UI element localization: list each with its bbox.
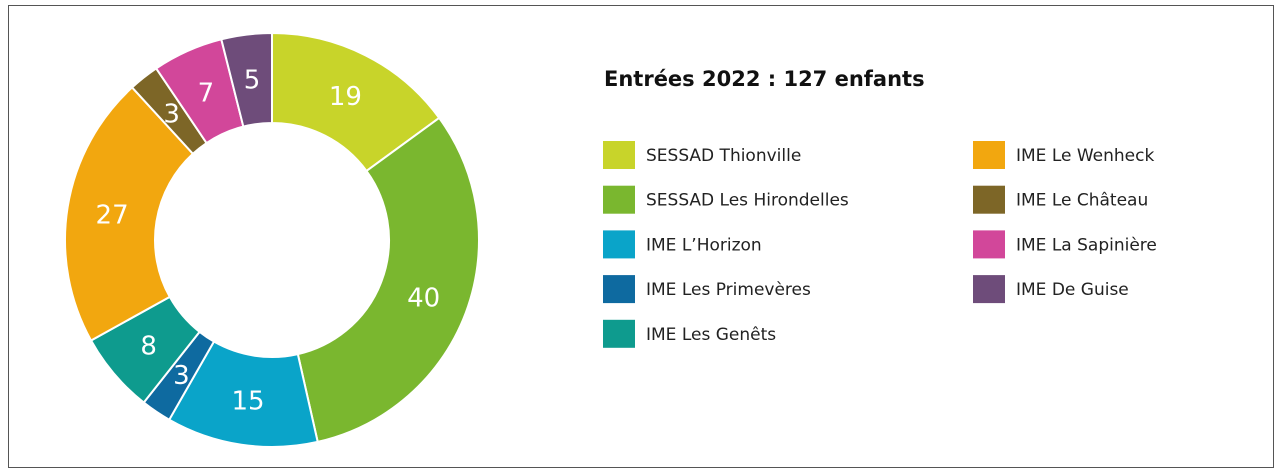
legend-swatch [973,275,1005,304]
legend-swatch [603,185,635,214]
value-label: 19 [329,82,362,112]
legend-label: SESSAD Thionville [646,146,801,166]
value-label: 3 [173,361,190,391]
value-label: 27 [96,201,129,231]
value-label: 5 [244,66,261,96]
legend-label: IME De Guise [1016,280,1129,300]
legend-label: IME Le Wenheck [1016,146,1154,166]
value-label: 8 [140,331,157,361]
donut-segment [64,86,195,342]
legend-swatch [603,141,635,169]
legend-swatch [603,230,635,259]
legend-label: IME L’Horizon [646,235,762,255]
value-label: 15 [231,387,264,417]
legend-swatch [973,230,1005,259]
value-label: 40 [407,283,440,313]
legend-label: IME La Sapinière [1016,235,1157,255]
legend-swatch [603,275,635,304]
legend-label: IME Le Château [1016,191,1148,211]
legend-swatch [973,185,1005,214]
chart-title: Entrées 2022 : 127 enfants [604,67,925,91]
value-label: 7 [198,79,215,109]
legend-swatch [973,141,1005,169]
legend-label: SESSAD Les Hirondelles [646,191,849,211]
legend-label: IME Les Primevères [646,280,811,300]
donut-segment [220,31,273,128]
legend-swatch [603,319,635,348]
donut-segment [296,116,480,444]
value-label: 3 [163,99,180,129]
legend-label: IME Les Genêts [646,325,776,345]
